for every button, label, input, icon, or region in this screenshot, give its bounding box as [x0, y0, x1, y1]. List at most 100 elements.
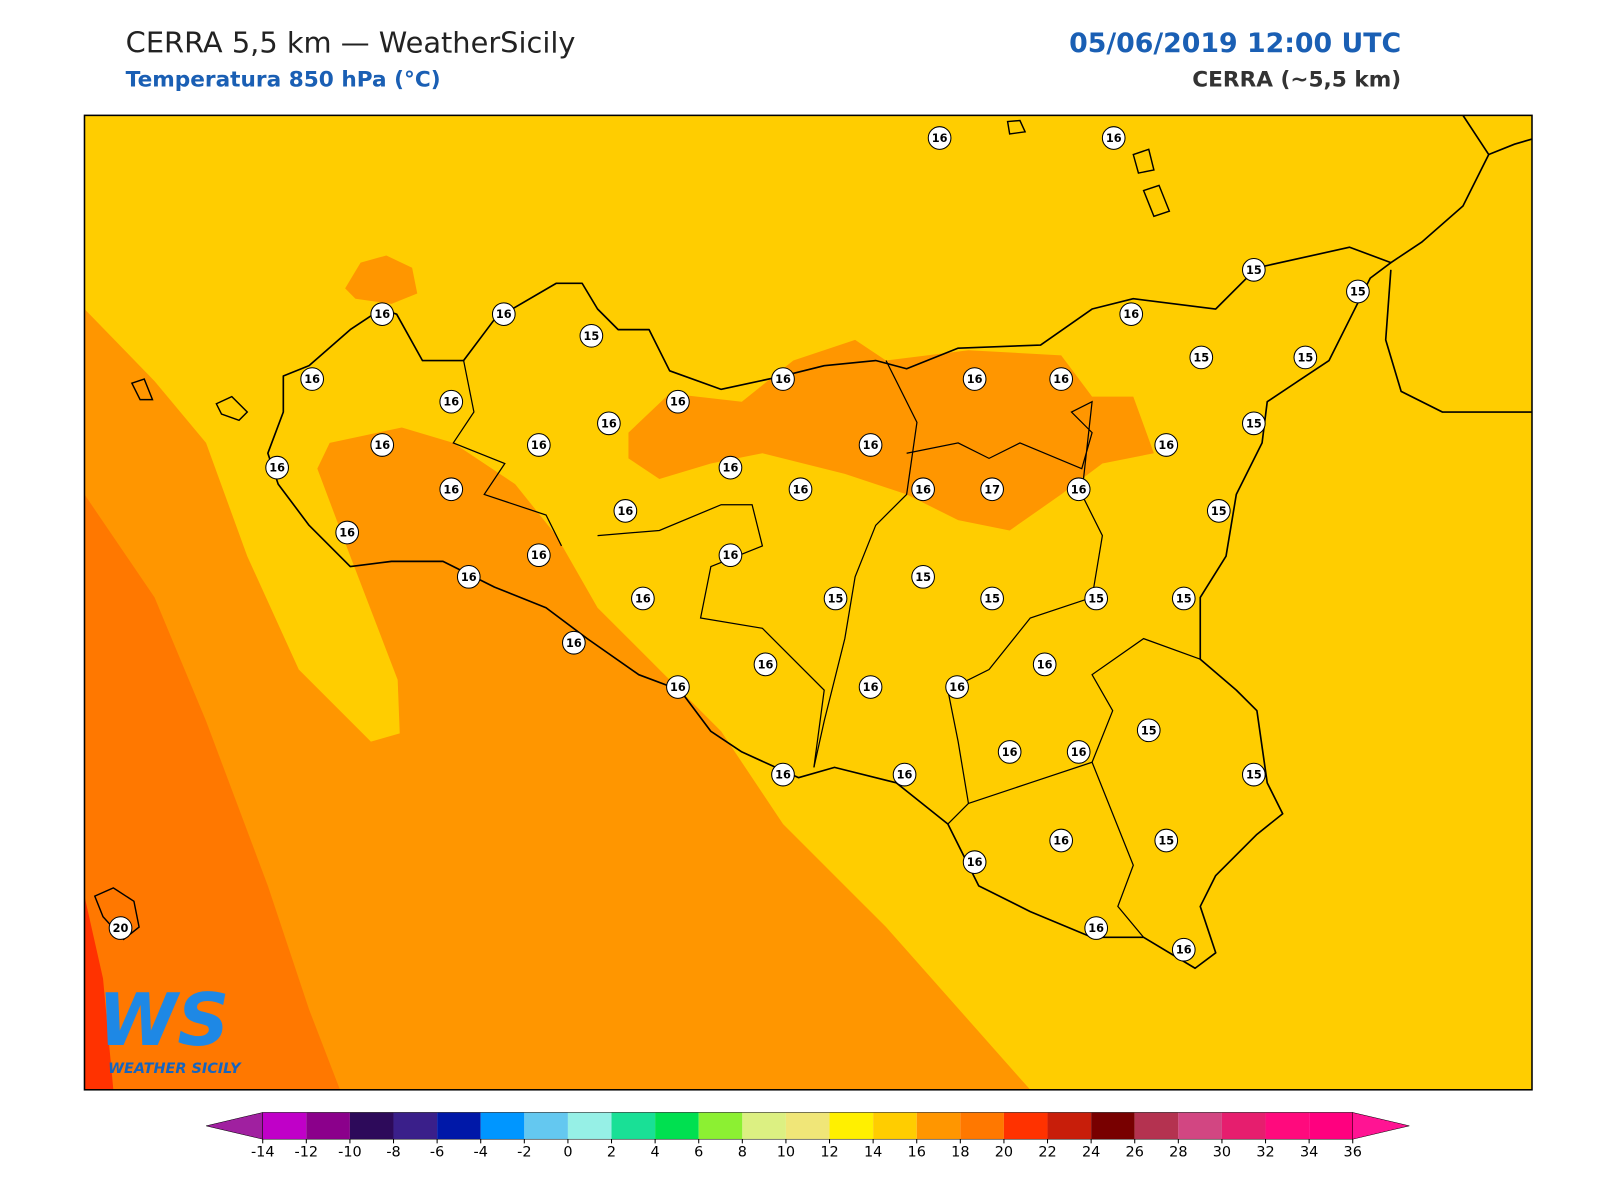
station-value: 15	[1193, 350, 1209, 364]
station-value: 16	[670, 680, 686, 694]
station-value: 16	[617, 504, 633, 518]
station-marker	[1189, 345, 1214, 370]
station-value: 16	[635, 591, 651, 605]
station-marker	[300, 367, 325, 391]
station-value: 15	[1246, 768, 1262, 782]
colorbar-tick-label: 0	[563, 1145, 572, 1161]
station-marker	[1101, 126, 1126, 150]
station-marker	[439, 389, 464, 414]
station-value: 16	[1071, 482, 1087, 496]
station-marker	[927, 126, 952, 150]
station-marker	[823, 586, 848, 611]
station-marker	[666, 675, 690, 699]
coastline	[1390, 114, 1490, 264]
island	[1142, 184, 1171, 218]
station-value: 15	[1246, 416, 1262, 430]
island	[1132, 148, 1155, 174]
colorbar-tick-label: 20	[995, 1145, 1013, 1161]
colorbar-segment	[480, 1112, 525, 1140]
station-marker	[997, 740, 1022, 764]
colorbar-segment	[829, 1112, 874, 1140]
colorbar-tick-label: 24	[1082, 1145, 1100, 1161]
logo-text: WS	[98, 979, 229, 1063]
station-marker	[1241, 258, 1266, 282]
field-contour	[84, 494, 340, 1090]
station-value: 15	[1211, 504, 1227, 518]
station-marker	[1241, 411, 1266, 436]
station-marker	[858, 433, 883, 457]
colorbar-segment	[960, 1112, 1004, 1140]
station-value: 16	[339, 526, 355, 540]
station-marker	[980, 586, 1004, 611]
logo-caption: WEATHER SICILY	[108, 1061, 242, 1077]
station-marker	[1154, 433, 1179, 457]
coastline	[1384, 269, 1533, 413]
station-value: 16	[775, 768, 791, 782]
station-marker	[526, 543, 551, 568]
station-value: 16	[932, 131, 948, 145]
station-value: 16	[1158, 438, 1174, 452]
colorbar-tick-label: 36	[1344, 1145, 1362, 1161]
colorbar-tick-label: 4	[651, 1145, 660, 1161]
station-value: 16	[1053, 372, 1069, 386]
station-value: 16	[374, 438, 390, 452]
colorbar-tick-label: -12	[295, 1145, 319, 1161]
colorbar-segment	[437, 1112, 481, 1140]
colorbar-segment	[698, 1112, 743, 1140]
colorbar-segment	[349, 1112, 394, 1140]
station-value: 16	[1071, 745, 1087, 759]
station-marker	[579, 323, 604, 348]
station-value: 16	[461, 570, 477, 584]
station-marker	[1066, 740, 1091, 764]
colorbar-segment	[785, 1112, 830, 1140]
station-marker	[962, 850, 987, 874]
colorbar-tick-label: 12	[820, 1145, 838, 1161]
station-value: 16	[1123, 307, 1139, 321]
station-marker	[962, 367, 987, 391]
colorbar-under	[205, 1112, 263, 1140]
colorbar-segment	[1091, 1112, 1135, 1140]
colorbar-tick-label: -8	[386, 1145, 400, 1161]
station-marker	[1241, 762, 1266, 787]
colorbar: -14 -12 -10 -8 -6 -4 -2 0 2 4 6 8 10 12 14 16 18 20 22 24 26…	[205, 1112, 1410, 1161]
colorbar-segment	[873, 1112, 917, 1140]
field-contour	[345, 255, 418, 304]
station-value: 16	[915, 482, 931, 496]
station-value: 16	[670, 395, 686, 409]
station-marker	[1032, 652, 1057, 677]
station-value: 16	[1053, 834, 1069, 848]
colorbar-tick-label: -4	[474, 1145, 488, 1161]
colorbar-tick-label: 34	[1300, 1145, 1318, 1161]
station-marker	[456, 564, 481, 589]
station-marker	[335, 520, 360, 545]
station-value: 15	[583, 329, 599, 343]
station-value: 16	[775, 372, 791, 386]
station-value: 16	[863, 680, 879, 694]
province-border	[968, 761, 1093, 805]
island	[215, 395, 249, 422]
station-value: 15	[1158, 834, 1174, 848]
station-value: 16	[758, 657, 774, 671]
province-border	[813, 360, 918, 768]
station-marker	[265, 455, 289, 480]
colorbar-segment	[262, 1112, 307, 1140]
station-value: 16	[443, 395, 459, 409]
colorbar-segment	[742, 1112, 786, 1140]
colorbar-segment	[1134, 1112, 1179, 1140]
colorbar-segment	[306, 1112, 350, 1140]
colorbar-segment	[393, 1112, 438, 1140]
colorbar-tick-label: 18	[951, 1145, 969, 1161]
colorbar-tick-label: 22	[1038, 1145, 1056, 1161]
station-marker	[631, 586, 655, 611]
colorbar-tick-label: -10	[338, 1145, 362, 1161]
station-value: 15	[828, 591, 844, 605]
colorbar-tick-label: 10	[777, 1145, 795, 1161]
station-value: 15	[1350, 285, 1366, 299]
station-marker	[1066, 477, 1091, 502]
coastline	[267, 246, 1392, 970]
colorbar-over	[1352, 1112, 1410, 1140]
station-marker	[666, 389, 690, 414]
station-marker	[1171, 586, 1196, 611]
station-marker	[1119, 302, 1144, 327]
